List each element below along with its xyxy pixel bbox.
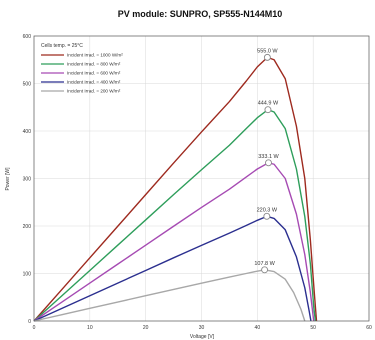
legend-header: Cells temp. = 25°C bbox=[41, 43, 83, 49]
peak-markers: 555.0 W 444.9 W 333.1 W 220.3 W 107.8 W bbox=[254, 48, 280, 274]
legend-entry: Incident Irrad. = 400 W/m² bbox=[67, 80, 121, 85]
peak-marker bbox=[263, 53, 271, 61]
y-tick-label: 600 bbox=[23, 34, 32, 40]
series-lines bbox=[33, 56, 318, 322]
y-tick-label: 100 bbox=[23, 271, 32, 277]
series-line bbox=[33, 56, 318, 322]
series-line bbox=[33, 269, 306, 322]
x-tick-label: 0 bbox=[33, 325, 36, 331]
legend: Cells temp. = 25°C Incident Irrad. = 100… bbox=[41, 43, 123, 94]
chart-title: PV module: SUNPRO, SP555-N144M10 bbox=[118, 9, 283, 19]
peak-value-label: 555.0 W bbox=[257, 48, 278, 54]
x-tick-label: 10 bbox=[87, 325, 93, 331]
peak-value-label: 220.3 W bbox=[257, 207, 278, 213]
x-axis-label: Voltage [V] bbox=[190, 334, 215, 340]
x-tick-label: 60 bbox=[366, 325, 372, 331]
series-line bbox=[33, 108, 317, 322]
x-tick-label: 30 bbox=[199, 325, 205, 331]
y-tick-label: 300 bbox=[23, 176, 32, 182]
y-axis-label: Power [W] bbox=[5, 167, 11, 191]
peak-marker bbox=[263, 212, 271, 220]
plot-frame bbox=[33, 35, 370, 322]
series-line bbox=[33, 162, 315, 322]
x-tick-label: 40 bbox=[255, 325, 261, 331]
peak-value-label: 107.8 W bbox=[254, 261, 275, 267]
x-tick-label: 50 bbox=[310, 325, 316, 331]
legend-entry: Incident Irrad. = 1000 W/m² bbox=[67, 53, 123, 58]
legend-entry: Incident Irrad. = 600 W/m² bbox=[67, 71, 121, 76]
y-tick-label: 400 bbox=[23, 129, 32, 135]
series-line bbox=[33, 215, 312, 322]
x-tick-label: 20 bbox=[143, 325, 149, 331]
peak-value-label: 444.9 W bbox=[258, 101, 279, 107]
y-tick-label: 200 bbox=[23, 224, 32, 230]
peak-marker bbox=[264, 106, 272, 114]
legend-entry: Incident Irrad. = 800 W/m² bbox=[67, 62, 121, 67]
peak-marker bbox=[261, 266, 269, 274]
y-tick-label: 0 bbox=[28, 319, 31, 325]
y-tick-label: 500 bbox=[23, 81, 32, 87]
legend-entry: Incident Irrad. = 200 W/m² bbox=[67, 89, 121, 94]
peak-marker bbox=[265, 159, 272, 167]
peak-value-label: 333.1 W bbox=[258, 154, 279, 160]
